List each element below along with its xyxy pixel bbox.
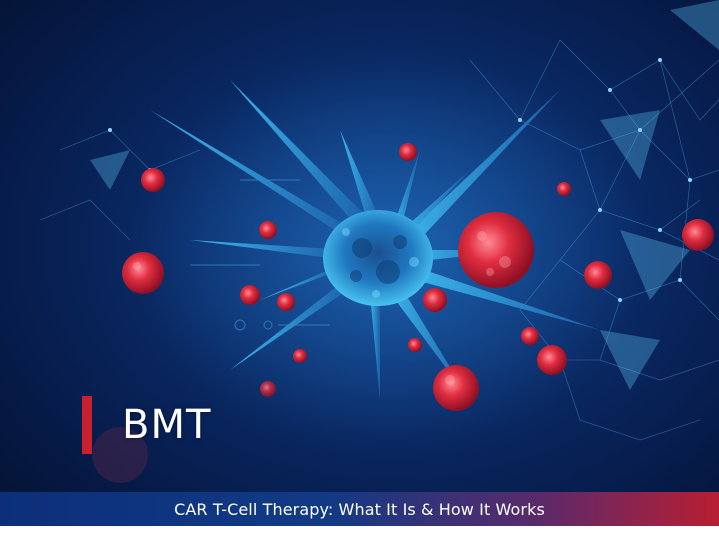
article-title[interactable]: CAR T-Cell Therapy: What It Is & How It … [174, 499, 545, 519]
bottom-strip [0, 526, 719, 542]
category-label: BMT [122, 402, 212, 448]
caption-bar: CAR T-Cell Therapy: What It Is & How It … [0, 492, 719, 526]
category-accent-bar [82, 396, 92, 454]
category-tag: BMT [82, 396, 211, 454]
